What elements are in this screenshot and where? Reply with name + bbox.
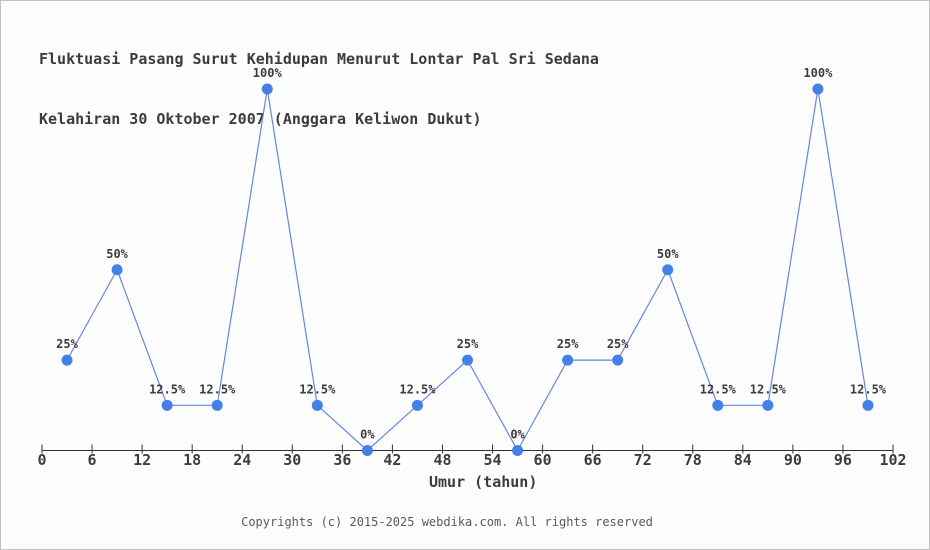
data-point [61, 354, 73, 366]
data-point-label: 25% [56, 337, 78, 351]
data-point-label: 12.5% [149, 382, 186, 396]
data-point-label: 100% [803, 66, 833, 80]
series-line [66, 88, 869, 452]
x-axis: 0 6 12 18 24 30 36 42 48 54 60 66 72 78 84 90 96 102 [37, 444, 907, 469]
x-tick-label: 96 [834, 451, 852, 469]
x-tick-label: 102 [879, 451, 906, 469]
data-point [361, 445, 373, 456]
x-tick-label: 54 [483, 451, 501, 469]
data-point [812, 83, 824, 95]
data-point-label: 0% [360, 428, 375, 442]
data-point-label: 12.5% [399, 382, 436, 396]
data-point-label: 12.5% [299, 382, 336, 396]
copyright-footer: Copyrights (c) 2015-2025 webdika.com. Al… [241, 515, 653, 529]
data-point [862, 399, 874, 411]
chart-title-line1: Fluktuasi Pasang Surut Kehidupan Menurut… [39, 50, 599, 68]
x-tick-label: 84 [734, 451, 752, 469]
data-point-label: 50% [657, 247, 679, 261]
x-tick-label: 48 [433, 451, 451, 469]
data-point [662, 264, 674, 276]
x-tick-label: 72 [634, 451, 652, 469]
data-point-label: 25% [557, 337, 579, 351]
x-tick-label: 78 [684, 451, 702, 469]
data-point [311, 399, 323, 411]
x-tick-label: 6 [88, 451, 97, 469]
data-point [512, 445, 524, 456]
life-fluctuation-series: 25% 50% 12.5% 12.5% 100% 12.5% 0% 12.5% 25% 0% 25%… [56, 66, 887, 456]
x-tick-label: 24 [233, 451, 251, 469]
data-point [411, 399, 423, 411]
data-point [562, 354, 574, 366]
chart-title: Fluktuasi Pasang Surut Kehidupan Menurut… [39, 9, 599, 169]
x-tick-label: 12 [133, 451, 151, 469]
data-point-label: 12.5% [850, 382, 887, 396]
x-tick-label: 0 [37, 451, 46, 469]
data-point-label: 12.5% [700, 382, 737, 396]
data-point-label: 12.5% [750, 382, 787, 396]
data-point [462, 354, 473, 366]
data-point [712, 399, 724, 411]
data-point-label: 25% [457, 337, 479, 351]
x-tick-label: 60 [534, 451, 552, 469]
data-point [211, 399, 223, 411]
x-axis-title: Umur (tahun) [429, 473, 538, 491]
data-point [261, 83, 273, 95]
data-point [111, 264, 123, 276]
x-tick-label: 30 [283, 451, 301, 469]
data-point [161, 399, 173, 411]
data-point-label: 12.5% [199, 382, 236, 396]
x-tick-label: 18 [183, 451, 201, 469]
x-tick-label: 90 [784, 451, 802, 469]
x-tick-label: 42 [383, 451, 401, 469]
data-point [762, 399, 774, 411]
x-tick-label: 36 [333, 451, 351, 469]
data-point-label: 100% [253, 66, 283, 80]
data-point-label: 50% [106, 247, 128, 261]
data-point-label: 25% [607, 337, 629, 351]
chart-title-line2: Kelahiran 30 Oktober 2007 (Anggara Keliw… [39, 110, 482, 128]
x-tick-label: 66 [584, 451, 602, 469]
data-point [612, 354, 624, 366]
data-point-label: 0% [510, 428, 525, 442]
